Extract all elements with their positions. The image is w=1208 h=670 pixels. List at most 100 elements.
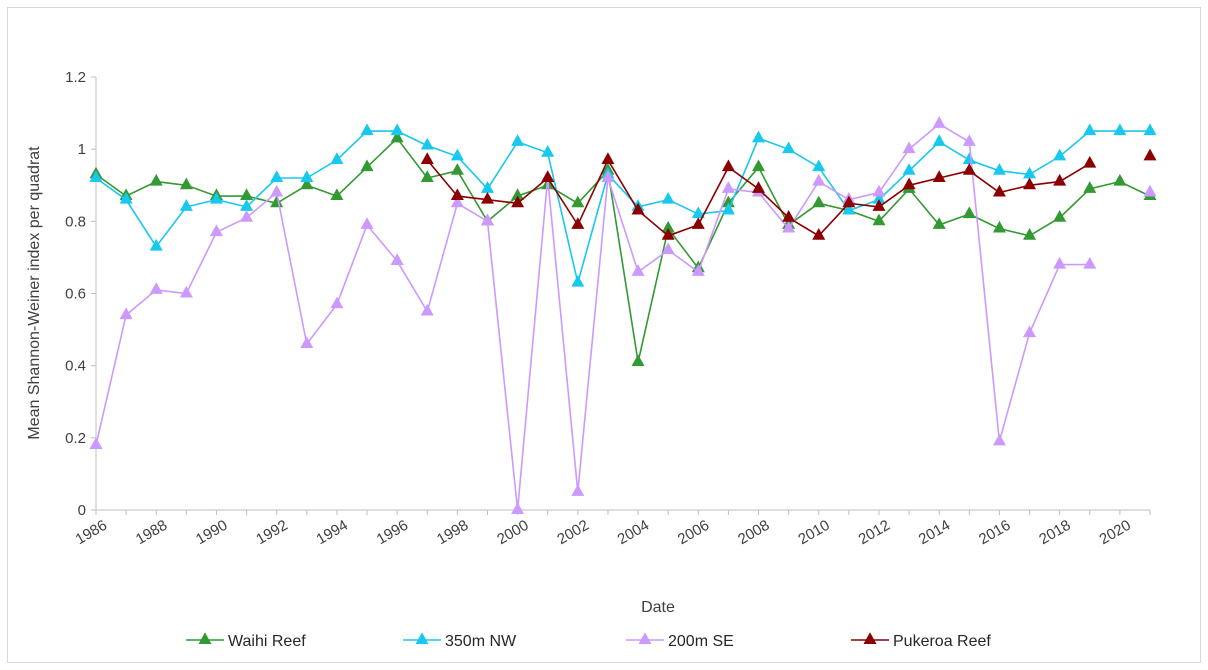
data-point — [812, 228, 826, 240]
data-point — [661, 191, 675, 204]
data-point — [752, 159, 766, 172]
y-tick-label: 0.2 — [65, 430, 86, 447]
data-point — [1083, 181, 1097, 193]
data-point — [240, 199, 254, 211]
data-point — [992, 184, 1006, 197]
data-point — [179, 199, 193, 211]
y-tick-label: 1.2 — [65, 69, 86, 86]
series-200m-se — [89, 116, 1157, 514]
data-point — [420, 170, 434, 183]
legend-item: 350m NW — [403, 632, 517, 650]
data-point — [511, 134, 525, 146]
data-point — [1083, 256, 1097, 269]
data-point — [872, 184, 886, 197]
data-point — [511, 502, 525, 514]
data-point — [1143, 148, 1157, 161]
data-point — [390, 130, 404, 143]
data-point — [1113, 123, 1127, 136]
data-point — [240, 188, 254, 201]
data-point — [89, 170, 103, 183]
data-point — [1023, 325, 1037, 338]
data-point — [782, 141, 796, 154]
chart-frame — [7, 7, 1201, 663]
data-point — [782, 210, 796, 222]
x-tick-label: 2018 — [1036, 517, 1073, 548]
x-tick-label: 2000 — [494, 517, 531, 548]
data-point — [360, 123, 374, 136]
x-tick-label: 1986 — [73, 517, 110, 548]
data-point — [962, 163, 976, 175]
data-point — [932, 217, 946, 229]
x-tick-label: 1992 — [253, 517, 290, 548]
y-tick-label: 0.8 — [65, 213, 86, 230]
data-point — [752, 130, 766, 143]
legend: Waihi Reef 350m NW 200m SE Pukeroa Reef — [186, 632, 991, 650]
data-point — [691, 264, 705, 276]
legend-item: Waihi Reef — [186, 632, 306, 650]
data-point — [450, 195, 464, 208]
legend-label: 200m SE — [668, 633, 734, 650]
legend-item: 200m SE — [626, 632, 734, 650]
data-point — [992, 163, 1006, 175]
data-point — [179, 285, 193, 298]
data-point — [1083, 155, 1097, 168]
x-tick-label: 2004 — [615, 517, 652, 548]
data-point — [420, 152, 434, 164]
data-point — [691, 217, 705, 229]
data-point — [872, 213, 886, 226]
data-point — [571, 217, 585, 229]
data-point — [1053, 173, 1067, 186]
data-point — [872, 191, 886, 204]
data-point — [149, 282, 163, 294]
data-point — [932, 170, 946, 183]
legend-label: Pukeroa Reef — [893, 633, 991, 650]
data-point — [179, 177, 193, 190]
series-waihi-reef — [89, 130, 1157, 367]
data-point — [571, 274, 585, 287]
data-point — [300, 177, 314, 190]
data-point — [360, 217, 374, 229]
data-point — [1023, 177, 1037, 190]
x-tick-label: 2012 — [856, 517, 893, 548]
data-point — [119, 191, 133, 204]
data-point — [149, 173, 163, 186]
data-point — [270, 170, 284, 183]
x-tick-label: 2014 — [916, 517, 953, 548]
y-tick-label: 1 — [78, 141, 86, 158]
data-point — [962, 206, 976, 219]
data-point — [992, 220, 1006, 233]
y-tick-label: 0.6 — [65, 286, 86, 303]
data-point — [962, 152, 976, 164]
axes — [95, 77, 1150, 511]
data-point — [450, 163, 464, 175]
data-point — [1053, 210, 1067, 222]
data-point — [601, 170, 615, 183]
x-tick-label: 2006 — [675, 517, 712, 548]
data-point — [661, 228, 675, 240]
data-point — [209, 224, 223, 237]
x-axis-title: Date — [641, 599, 675, 616]
data-point — [721, 202, 735, 215]
x-tick-label: 1996 — [374, 517, 411, 548]
data-point — [752, 181, 766, 193]
series-350m-nw — [89, 123, 1157, 287]
data-point — [992, 433, 1006, 446]
data-point — [1113, 173, 1127, 186]
series-line — [95, 137, 1151, 363]
data-point — [89, 437, 103, 450]
legend-label: 350m NW — [445, 633, 517, 650]
data-point — [511, 188, 525, 201]
legend-marker — [415, 632, 429, 644]
data-point — [1023, 166, 1037, 179]
data-point — [420, 303, 434, 316]
x-tick-label: 2008 — [735, 517, 772, 548]
data-point — [209, 191, 223, 204]
series-line — [95, 122, 1090, 511]
data-point — [480, 191, 494, 204]
data-point — [1143, 184, 1157, 197]
data-point — [601, 152, 615, 164]
data-point — [571, 484, 585, 496]
data-point — [661, 220, 675, 233]
legend-marker — [863, 632, 877, 644]
data-point — [149, 238, 163, 251]
